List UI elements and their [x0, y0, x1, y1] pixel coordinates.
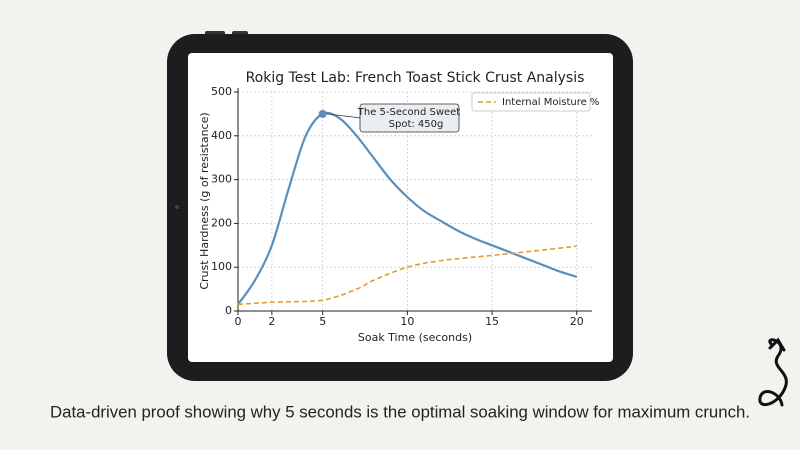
x-tick-label: 0: [235, 315, 242, 328]
x-tick-label: 5: [319, 315, 326, 328]
tablet-screen: [188, 53, 613, 362]
x-tick-label: 2: [268, 315, 275, 328]
series-line: [237, 111, 578, 306]
y-tick-label: 0: [225, 304, 232, 317]
x-axis-label: Soak Time (seconds): [358, 331, 472, 344]
legend-box: [471, 92, 591, 112]
series-line: [237, 245, 577, 306]
annotation-box: [359, 103, 460, 133]
legend-label: Internal Moisture %: [502, 97, 599, 108]
y-axis-label: Crust Hardness (g of resistance): [198, 112, 211, 289]
y-tick-label: 500: [211, 85, 232, 98]
y-tick-label: 400: [211, 129, 232, 142]
y-tick-label: 300: [211, 173, 232, 186]
chart-title: Rokig Test Lab: French Toast Stick Crust…: [246, 70, 585, 86]
highlight-point: [318, 109, 327, 118]
plot: 0 100 200 300 400 500 0 2 5 10 15 20 The 5-Second Sw…: [211, 85, 599, 328]
x-tick-label: 15: [485, 315, 499, 328]
doodle: [758, 337, 788, 407]
annotation-text: Spot: 450g: [389, 119, 444, 130]
y-tick-label: 100: [211, 260, 232, 273]
caption: Data-driven proof showing why 5 seconds …: [50, 402, 750, 421]
x-tick-label: 10: [400, 315, 414, 328]
tablet-camera: [175, 205, 179, 209]
annotation-arrow: [326, 113, 361, 119]
y-tick-label: 200: [211, 216, 232, 229]
x-tick-label: 20: [570, 315, 584, 328]
annotation-text: The 5-Second Sweet: [357, 107, 461, 118]
